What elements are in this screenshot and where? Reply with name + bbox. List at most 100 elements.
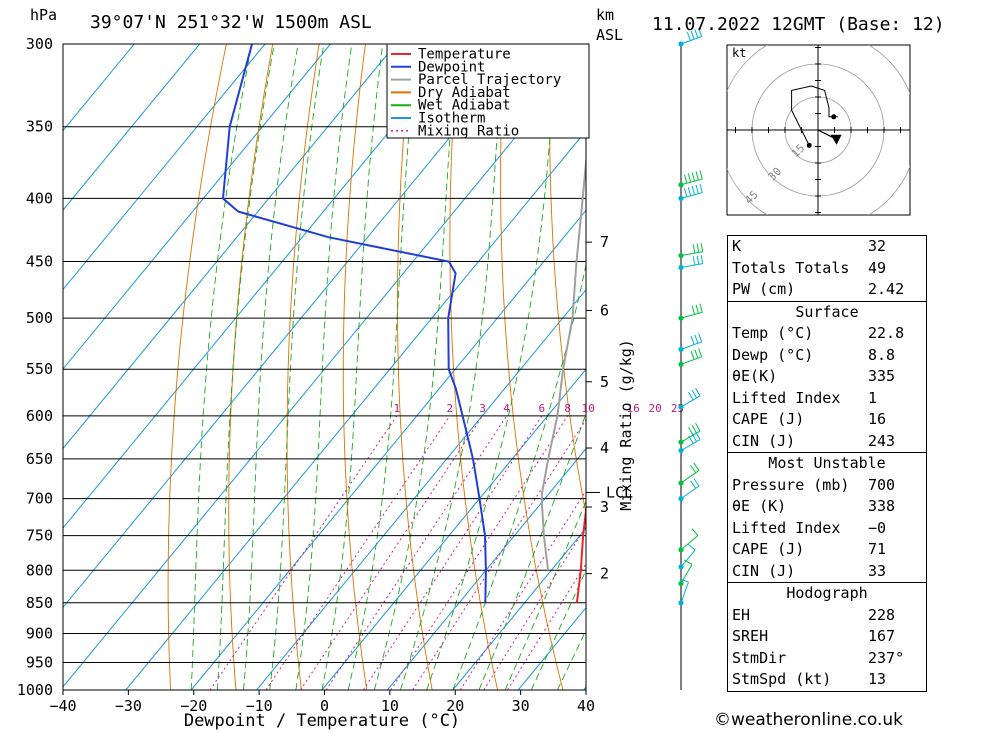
hodograph-stat-label: StmDir bbox=[732, 648, 787, 667]
mixing-ratio-line bbox=[390, 415, 569, 690]
surface-value: 243 bbox=[868, 431, 896, 450]
mixing-ratio-tick-label: 1 bbox=[393, 402, 400, 415]
most-unstable-value: 71 bbox=[868, 540, 887, 558]
x-tick-label: 20 bbox=[446, 697, 464, 715]
hodograph-stat-row: SREH 167 bbox=[728, 626, 926, 648]
y-axis: 300 350 400 450 500 550 600 650 700 750 800 850 900 9… bbox=[17, 35, 53, 699]
wind-barb bbox=[680, 528, 699, 551]
location-label: 39°07'N 251°32'W 1500m ASL bbox=[90, 12, 372, 33]
index-value: 2.42 bbox=[868, 280, 905, 298]
wet-adiabat-line bbox=[426, 44, 558, 690]
surface-value: 22.8 bbox=[868, 324, 905, 342]
km-tick-label: 7 bbox=[600, 233, 609, 251]
mixing-ratio-axis-title: Mixing Ratio (g/kg) bbox=[617, 339, 635, 511]
most-unstable-label: Lifted Index bbox=[732, 518, 841, 537]
most-unstable-row: Pressure (mb) 700 bbox=[728, 475, 926, 497]
mixing-ratio-line bbox=[265, 415, 451, 690]
asl-label: ASL bbox=[596, 26, 623, 44]
km-tick-label: 2 bbox=[600, 565, 609, 583]
hpa-label: hPa bbox=[30, 6, 57, 24]
hodograph-stat-row: EH 228 bbox=[728, 605, 926, 627]
hodograph-stat-value: 167 bbox=[868, 627, 896, 645]
most-unstable-label: θE (K) bbox=[732, 497, 787, 515]
surface-value: 335 bbox=[868, 367, 896, 385]
hodograph-stat-row: StmSpd (kt) 13 bbox=[728, 669, 926, 691]
dry-adiabat-line bbox=[968, 44, 1000, 690]
mixing-ratio-labels: 1 2 3 4 6 8 10 16 20 25 bbox=[393, 402, 684, 415]
wet-adiabat-line bbox=[190, 44, 253, 690]
x-tick-label: −20 bbox=[180, 697, 207, 715]
wind-barb bbox=[680, 431, 701, 451]
pressure-tick-label: 950 bbox=[26, 653, 53, 671]
most-unstable-label: Pressure (mb) bbox=[732, 475, 850, 494]
km-tick-label: 3 bbox=[600, 498, 609, 516]
wind-profile bbox=[678, 27, 704, 690]
index-row: K 32 bbox=[728, 236, 926, 258]
isotherm-line bbox=[321, 368, 586, 690]
most-unstable-row: Lifted Index −0 bbox=[728, 518, 926, 540]
hodograph-stat-label: EH bbox=[732, 605, 751, 624]
wind-barb bbox=[680, 462, 700, 484]
legend-label: Dewpoint bbox=[418, 59, 485, 75]
legend-label: Parcel Trajectory bbox=[418, 72, 561, 88]
most-unstable-value: 33 bbox=[868, 561, 887, 580]
hodograph-trace bbox=[791, 85, 838, 146]
pressure-tick-label: 650 bbox=[26, 450, 53, 468]
wet-adiabat-line bbox=[216, 44, 275, 690]
surface-row: CAPE (J) 16 bbox=[728, 409, 926, 431]
mixing-ratio-tick-label: 6 bbox=[539, 402, 546, 415]
wind-barb bbox=[680, 303, 703, 319]
pressure-tick-label: 700 bbox=[26, 490, 53, 508]
isotherm-line bbox=[256, 288, 586, 690]
hodograph-end-dot bbox=[831, 114, 837, 120]
wind-barb bbox=[680, 478, 700, 500]
hodograph-start-dot bbox=[806, 142, 812, 148]
surface-row: θE(K) 335 bbox=[728, 366, 926, 388]
index-label: PW (cm) bbox=[732, 280, 796, 298]
wet-adiabat-line bbox=[373, 44, 459, 690]
surface-label: CIN (J) bbox=[732, 431, 796, 450]
index-value: 49 bbox=[868, 258, 887, 277]
legend-label: Mixing Ratio bbox=[418, 123, 519, 139]
isotherm-line bbox=[63, 44, 135, 132]
mixing-ratio-line bbox=[362, 415, 543, 690]
mixing-ratio-tick-label: 8 bbox=[564, 402, 571, 415]
surface-label: CAPE (J) bbox=[732, 410, 805, 428]
dewpoint-line bbox=[221, 44, 487, 603]
lcl-label: LCL bbox=[606, 483, 633, 501]
storm-motion-arrowhead bbox=[830, 134, 842, 145]
mixing-ratio-tick-label: 4 bbox=[503, 402, 510, 415]
wind-barb bbox=[680, 170, 703, 186]
pressure-tick-label: 800 bbox=[26, 561, 53, 579]
wind-barb bbox=[680, 348, 703, 365]
pressure-tick-label: 550 bbox=[26, 360, 53, 378]
wet-adiabat-line bbox=[452, 262, 586, 690]
isotherm-line bbox=[63, 50, 586, 688]
hodograph-stat-label: SREH bbox=[732, 627, 769, 645]
pressure-tick-label: 450 bbox=[26, 253, 53, 271]
mixing-ratio-tick-label: 10 bbox=[582, 402, 595, 415]
isotherm-line bbox=[452, 527, 586, 690]
wind-barb bbox=[680, 543, 696, 568]
isotherm-line bbox=[190, 209, 586, 690]
x-tick-label: 30 bbox=[512, 697, 530, 715]
x-tick-label: 10 bbox=[381, 697, 399, 715]
parcel-trajectory-line bbox=[540, 152, 586, 571]
mixing-ratio-tick-label: 3 bbox=[479, 402, 486, 415]
wind-barb bbox=[679, 578, 689, 603]
most-unstable-row: CAPE (J) 71 bbox=[728, 539, 926, 561]
isotherm-line bbox=[125, 130, 586, 690]
most-unstable-title: Most Unstable bbox=[728, 452, 926, 475]
mixing-ratio-line bbox=[209, 415, 398, 690]
wind-barb bbox=[680, 333, 703, 350]
surface-value: 16 bbox=[868, 410, 887, 428]
x-tick-label: −30 bbox=[115, 697, 142, 715]
surface-row: Dewp (°C) 8.8 bbox=[728, 345, 926, 367]
wind-barb bbox=[680, 242, 704, 257]
isotherm-line bbox=[63, 44, 397, 450]
x-tick-label: 0 bbox=[320, 697, 329, 715]
surface-row: CIN (J) 243 bbox=[728, 431, 926, 453]
km-tick-label: 4 bbox=[600, 439, 609, 457]
km-tick-label: 5 bbox=[600, 373, 609, 391]
